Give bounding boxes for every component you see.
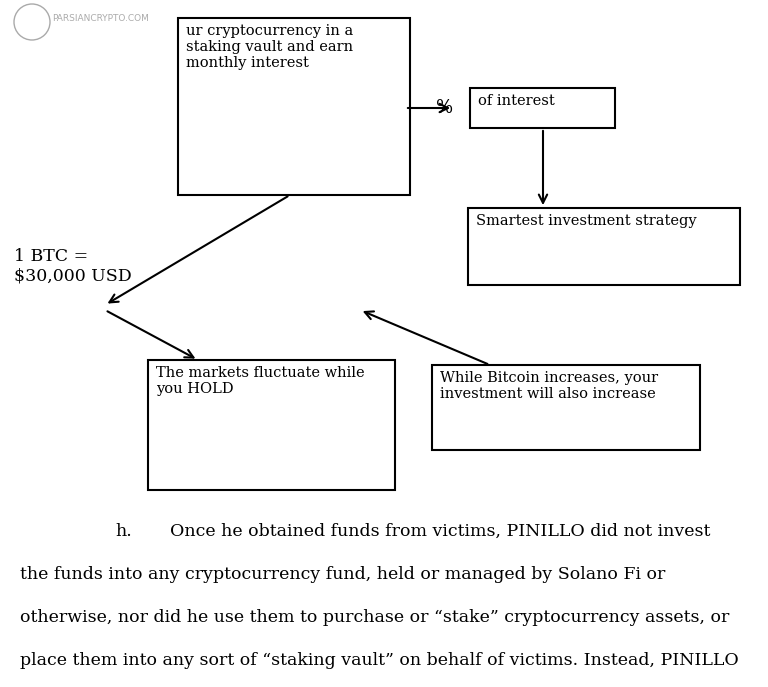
Bar [432, 365, 700, 450]
Text: place them into any sort of “staking vault” on behalf of victims. Instead, PINIL: place them into any sort of “staking vau… [20, 652, 739, 669]
Bar [148, 360, 395, 490]
Text: %: % [436, 99, 453, 117]
Text: of interest: of interest [478, 94, 554, 108]
Text: While Bitcoin increases, your
investment will also increase: While Bitcoin increases, your investment… [440, 371, 658, 401]
Bar [468, 208, 740, 285]
Text: Smartest investment strategy: Smartest investment strategy [476, 214, 697, 228]
Text: h.: h. [115, 523, 132, 540]
Text: the funds into any cryptocurrency fund, held or managed by Solano Fi or: the funds into any cryptocurrency fund, … [20, 566, 665, 583]
Bar [470, 88, 615, 128]
Text: The markets fluctuate while
you HOLD: The markets fluctuate while you HOLD [156, 366, 365, 396]
Text: PARSIANCRYPTO.COM: PARSIANCRYPTO.COM [52, 14, 149, 23]
Bar [178, 18, 410, 195]
Text: otherwise, nor did he use them to purchase or “stake” cryptocurrency assets, or: otherwise, nor did he use them to purcha… [20, 609, 730, 626]
Text: ur cryptocurrency in a
staking vault and earn
monthly interest: ur cryptocurrency in a staking vault and… [186, 24, 353, 70]
Text: Once he obtained funds from victims, PINILLO did not invest: Once he obtained funds from victims, PIN… [170, 523, 710, 540]
Text: 1 BTC =
$30,000 USD: 1 BTC = $30,000 USD [14, 248, 132, 284]
